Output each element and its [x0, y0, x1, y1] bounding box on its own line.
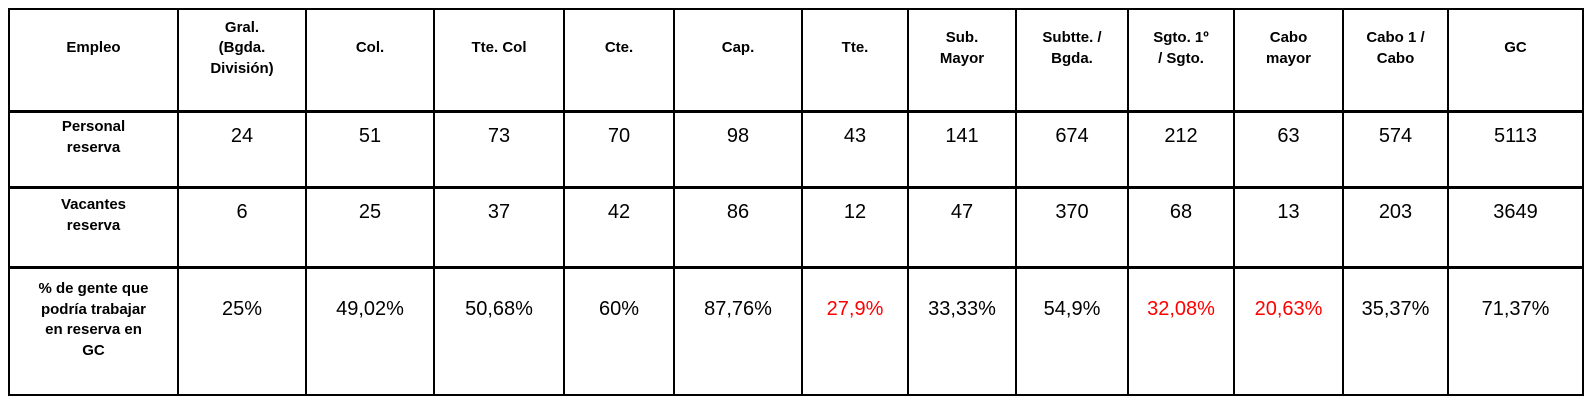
data-cell: 203 — [1342, 185, 1449, 268]
data-cell: 86 — [673, 185, 803, 268]
data-cell: 141 — [907, 109, 1017, 188]
header-cell-cap: Cap. — [673, 8, 803, 112]
data-cell: 70 — [563, 109, 675, 188]
header-cell-sub-mayor: Sub. Mayor — [907, 8, 1017, 112]
data-cell: 24 — [177, 109, 307, 188]
data-cell: 42 — [563, 185, 675, 268]
data-cell: 25% — [177, 265, 307, 396]
header-cell-col: Col. — [305, 8, 435, 112]
data-cell: 73 — [433, 109, 565, 188]
header-cell-empleo: Empleo — [8, 8, 179, 112]
header-cell-sgto: Sgto. 1º / Sgto. — [1127, 8, 1235, 112]
data-cell: 71,37% — [1447, 265, 1584, 396]
data-cell: 3649 — [1447, 185, 1584, 268]
data-cell: 49,02% — [305, 265, 435, 396]
table-row-personal-reserva: Personal reserva 24 51 73 70 98 43 141 6… — [8, 109, 1584, 188]
data-cell: 574 — [1342, 109, 1449, 188]
row-label-vacantes-reserva: Vacantes reserva — [8, 185, 179, 268]
data-cell: 13 — [1233, 185, 1344, 268]
data-cell: 68 — [1127, 185, 1235, 268]
data-cell: 674 — [1015, 109, 1129, 188]
data-cell: 43 — [801, 109, 909, 188]
data-cell: 63 — [1233, 109, 1344, 188]
header-cell-subtte-bgda: Subtte. / Bgda. — [1015, 8, 1129, 112]
row-label-percent-reserva-gc: % de gente que podría trabajar en reserv… — [8, 265, 179, 396]
data-cell: 25 — [305, 185, 435, 268]
data-cell-highlighted: 27,9% — [801, 265, 909, 396]
data-cell: 37 — [433, 185, 565, 268]
data-cell: 5113 — [1447, 109, 1584, 188]
data-cell: 60% — [563, 265, 675, 396]
header-cell-cabo-mayor: Cabo mayor — [1233, 8, 1344, 112]
data-cell: 33,33% — [907, 265, 1017, 396]
header-cell-tte-col: Tte. Col — [433, 8, 565, 112]
data-cell: 47 — [907, 185, 1017, 268]
table-row-vacantes-reserva: Vacantes reserva 6 25 37 42 86 12 47 370… — [8, 185, 1584, 268]
data-cell: 212 — [1127, 109, 1235, 188]
data-cell: 370 — [1015, 185, 1129, 268]
row-label-personal-reserva: Personal reserva — [8, 109, 179, 188]
data-cell: 87,76% — [673, 265, 803, 396]
header-cell-gc: GC — [1447, 8, 1584, 112]
table-row-percent-reserva-gc: % de gente que podría trabajar en reserv… — [8, 265, 1584, 396]
data-cell-highlighted: 20,63% — [1233, 265, 1344, 396]
data-cell: 54,9% — [1015, 265, 1129, 396]
data-cell: 51 — [305, 109, 435, 188]
header-cell-tte: Tte. — [801, 8, 909, 112]
data-cell: 35,37% — [1342, 265, 1449, 396]
data-cell-highlighted: 32,08% — [1127, 265, 1235, 396]
data-cell: 98 — [673, 109, 803, 188]
header-cell-cabo1-cabo: Cabo 1 / Cabo — [1342, 8, 1449, 112]
header-cell-gral: Gral. (Bgda. División) — [177, 8, 307, 112]
data-cell: 12 — [801, 185, 909, 268]
reserve-personnel-table: Empleo Gral. (Bgda. División) Col. Tte. … — [8, 8, 1584, 396]
data-cell: 50,68% — [433, 265, 565, 396]
data-cell: 6 — [177, 185, 307, 268]
table-header-row: Empleo Gral. (Bgda. División) Col. Tte. … — [8, 8, 1584, 112]
header-cell-cte: Cte. — [563, 8, 675, 112]
